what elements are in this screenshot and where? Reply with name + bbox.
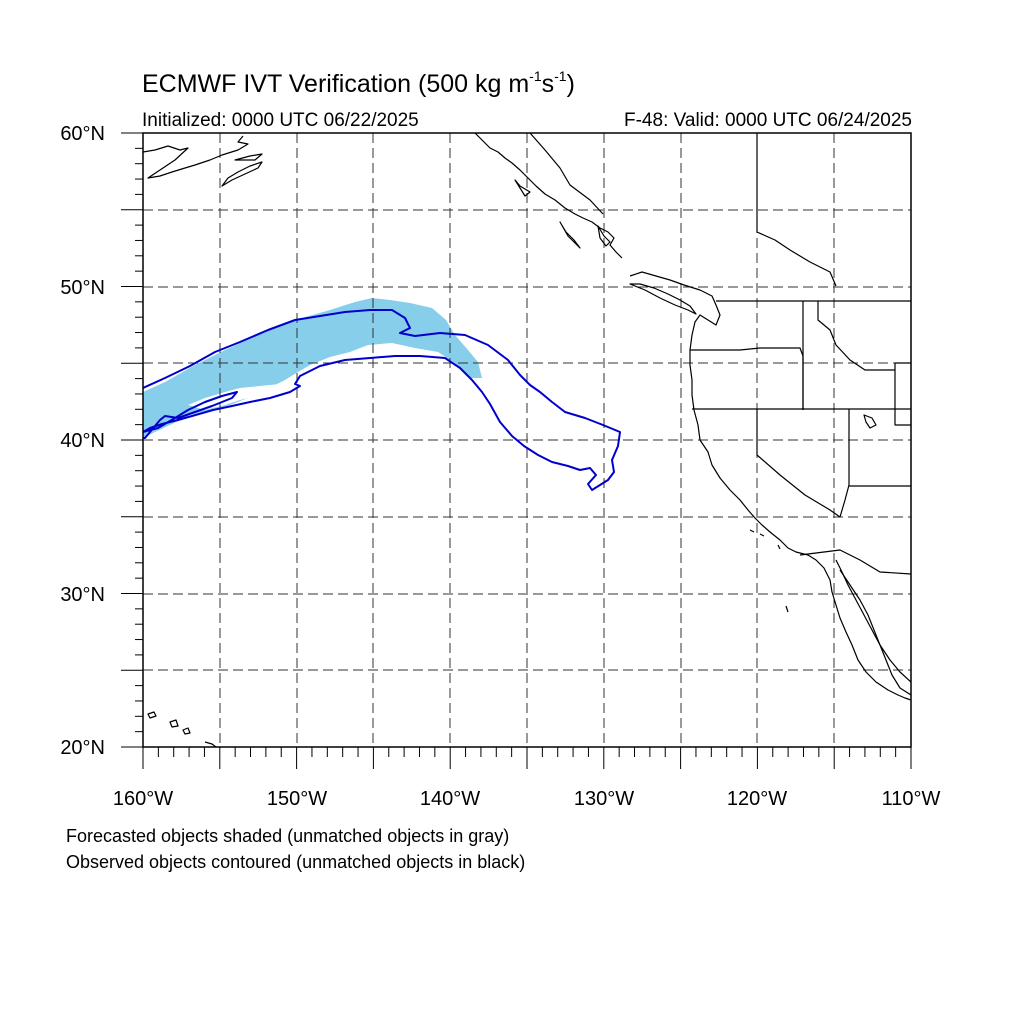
vancouver-island	[629, 283, 697, 315]
channel-islands	[749, 529, 781, 550]
lon-label-130w: 130°W	[574, 788, 634, 810]
lon-label-160w: 160°W	[113, 788, 173, 810]
lon-label-140w: 140°W	[420, 788, 480, 810]
lat-label-20: 20°N	[60, 737, 105, 759]
alaska-coast	[143, 135, 249, 179]
baja-east-coast	[839, 569, 911, 696]
forecast-object-shading	[143, 298, 482, 438]
observed-objects	[143, 309, 621, 491]
lat-lon-grid	[143, 133, 911, 747]
alaska-panhandle-coast	[474, 133, 623, 259]
us-mexico-border	[799, 549, 911, 575]
gulf-of-california	[835, 559, 911, 683]
lon-labels: 160°W 150°W 140°W 130°W 120°W 110°W	[113, 788, 941, 810]
ca-nv-border	[756, 409, 841, 518]
alaska-bc-border	[529, 133, 604, 215]
lat-label-30: 30°N	[60, 584, 105, 606]
caption-observed: Observed objects contoured (unmatched ob…	[66, 852, 526, 872]
alaska-panhandle-islands	[514, 179, 611, 249]
valid-time-label: F-48: Valid: 0000 UTC 06/24/2025	[624, 110, 912, 131]
west-coast	[629, 271, 911, 701]
montana-border	[894, 362, 911, 426]
lat-label-40: 40°N	[60, 430, 105, 452]
forecast-object-shading-gap	[188, 384, 282, 410]
guadalupe-island	[785, 605, 789, 613]
wa-or-border	[690, 347, 804, 410]
lat-label-50: 50°N	[60, 277, 105, 299]
alaska-islands	[221, 153, 263, 187]
great-salt-lake	[863, 414, 877, 429]
init-time-label: Initialized: 0000 UTC 06/22/2025	[142, 110, 419, 131]
canada-interior-border	[756, 133, 837, 287]
idaho-border	[802, 301, 895, 410]
lat-label-60: 60°N	[60, 123, 105, 145]
observed-object-contour	[143, 309, 621, 491]
lon-label-110w: 110°W	[882, 788, 941, 810]
forecast-objects	[143, 298, 482, 438]
axis-ticks	[121, 132, 912, 769]
hawaii-islands	[147, 711, 217, 747]
nv-az-border	[839, 409, 911, 518]
coastlines	[143, 133, 911, 747]
chart-title: ECMWF IVT Verification (500 kg m-1s-1)	[142, 68, 575, 98]
lon-label-120w: 120°W	[727, 788, 787, 810]
caption-forecast: Forecasted objects shaded (unmatched obj…	[66, 826, 510, 846]
lat-labels: 60°N 50°N 40°N 30°N 20°N	[60, 123, 105, 759]
lon-label-150w: 150°W	[267, 788, 327, 810]
